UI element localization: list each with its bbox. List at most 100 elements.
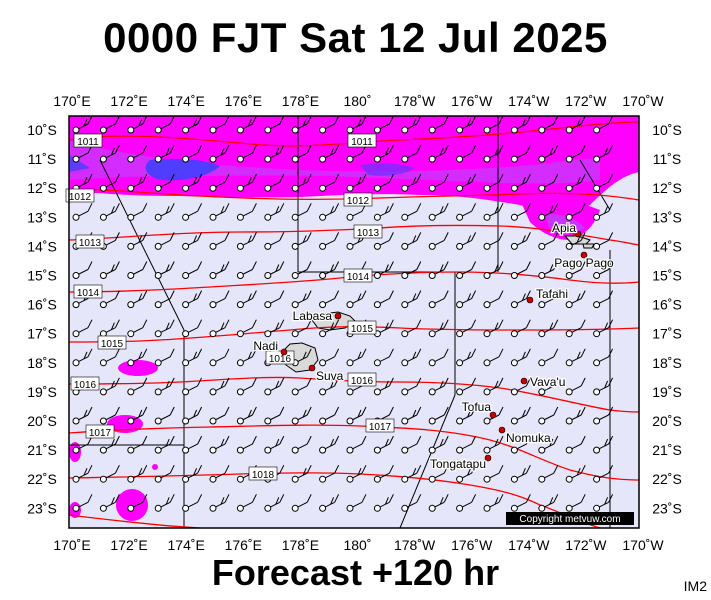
lon-label: 172˚W	[565, 93, 607, 109]
wind-barb	[99, 464, 120, 483]
lat-label: 18˚S	[27, 355, 57, 371]
isobar-label: 1017	[369, 422, 392, 433]
wind-barb	[319, 406, 340, 425]
rain-cell	[116, 489, 148, 521]
lon-labels-bottom: 170˚E 172˚E 174˚E 176˚E 178˚E 180˚ 178˚W 176˚W 1…	[53, 537, 664, 553]
isobar-label-box	[70, 376, 100, 391]
wind-barb	[373, 232, 394, 250]
place-label: Pago Pago	[554, 256, 614, 270]
lat-label: 16˚S	[652, 297, 682, 313]
lon-label: 174˚W	[508, 537, 550, 553]
lat-label: 19˚S	[27, 384, 57, 400]
wind-barb	[593, 494, 614, 512]
wind-barb	[209, 377, 230, 396]
wind-barb	[209, 348, 230, 367]
isobar-label-box	[347, 372, 377, 387]
wind-barb	[346, 348, 367, 367]
wind-barb	[593, 406, 614, 425]
lon-label: 170˚W	[622, 537, 664, 553]
wind-barb	[456, 261, 477, 279]
lat-label: 22˚S	[27, 471, 57, 487]
wind-barb	[401, 115, 422, 134]
wind-barb	[483, 261, 504, 279]
wind-barb	[127, 203, 148, 221]
wind-barb	[538, 319, 559, 338]
isobar-label-box	[73, 133, 103, 148]
wind-barb	[154, 144, 175, 163]
wind-barb	[510, 232, 531, 250]
wind-barb	[483, 377, 504, 396]
wind-barb	[72, 464, 93, 483]
wind-barb	[456, 406, 477, 425]
isobar-label: 1016	[269, 354, 292, 365]
wind-barb	[154, 232, 175, 250]
place-markers: Apia Pago Pago Tafahi Labasa Nadi Suva Vava'u T…	[252, 220, 615, 473]
wind-barb	[236, 435, 257, 454]
wind-barb	[401, 377, 422, 396]
wind-barb	[72, 115, 93, 134]
wind-barb	[99, 348, 120, 367]
wind-barb	[127, 290, 148, 309]
lon-label: 170˚W	[622, 93, 664, 109]
isobar-label-box	[343, 268, 373, 283]
lat-label: 16˚S	[27, 297, 57, 313]
wind-barb	[428, 319, 449, 338]
wind-barb	[428, 144, 449, 163]
wind-barb	[428, 173, 449, 192]
wind-barb	[182, 203, 203, 221]
place-label: Tafahi	[536, 287, 568, 301]
wind-barb	[127, 348, 148, 367]
wind-barb	[319, 173, 340, 192]
wind-barb	[291, 232, 312, 250]
wind-barb	[565, 377, 586, 396]
wind-barb	[538, 464, 559, 483]
wind-barb	[565, 464, 586, 483]
wind-barb	[291, 261, 312, 279]
wind-barb	[236, 232, 257, 250]
isobar-label-box	[73, 284, 103, 299]
wind-barb	[264, 494, 285, 512]
lat-label: 18˚S	[652, 355, 682, 371]
lat-label: 10˚S	[652, 122, 682, 138]
wind-barb	[264, 319, 285, 338]
wind-barb	[593, 435, 614, 454]
wind-barb	[72, 348, 93, 367]
isobar-labels: 1011 1011 1012 1012 1013 1013 1014 1014 1015 1015…	[65, 133, 395, 481]
place-label: Vava'u	[530, 375, 565, 389]
lon-label: 178˚E	[282, 537, 319, 553]
lat-label: 20˚S	[27, 413, 57, 429]
wind-barb	[538, 173, 559, 192]
wind-barb	[401, 173, 422, 192]
isobar-label: 1013	[79, 238, 102, 249]
wind-barb	[483, 115, 504, 134]
chart-title: 0000 FJT Sat 12 Jul 2025	[103, 14, 608, 61]
wind-barb	[72, 494, 93, 512]
wind-barb	[565, 494, 586, 512]
wind-barb	[154, 435, 175, 454]
wind-barb	[209, 173, 230, 192]
wind-barb	[72, 203, 93, 221]
lon-label: 176˚W	[451, 537, 493, 553]
lon-label: 172˚E	[110, 93, 147, 109]
wind-barb	[182, 435, 203, 454]
wind-barb	[154, 319, 175, 338]
lat-label: 21˚S	[27, 442, 57, 458]
wind-barb	[538, 406, 559, 425]
wind-barb	[483, 173, 504, 192]
wind-barb	[319, 435, 340, 454]
wind-barb	[236, 406, 257, 425]
land	[281, 235, 595, 373]
isobar-line	[68, 121, 640, 147]
wind-barb	[99, 173, 120, 192]
wind-barb	[401, 290, 422, 309]
isobar-label: 1013	[357, 228, 380, 239]
lon-label: 176˚W	[451, 93, 493, 109]
wind-barb	[456, 144, 477, 163]
wind-barb	[182, 261, 203, 279]
wind-barb	[154, 406, 175, 425]
isobar-line	[68, 224, 640, 246]
lat-label: 23˚S	[27, 500, 57, 516]
place-label: Tofua	[462, 400, 492, 414]
isobar-label: 1016	[351, 376, 374, 387]
wind-barb	[538, 494, 559, 512]
